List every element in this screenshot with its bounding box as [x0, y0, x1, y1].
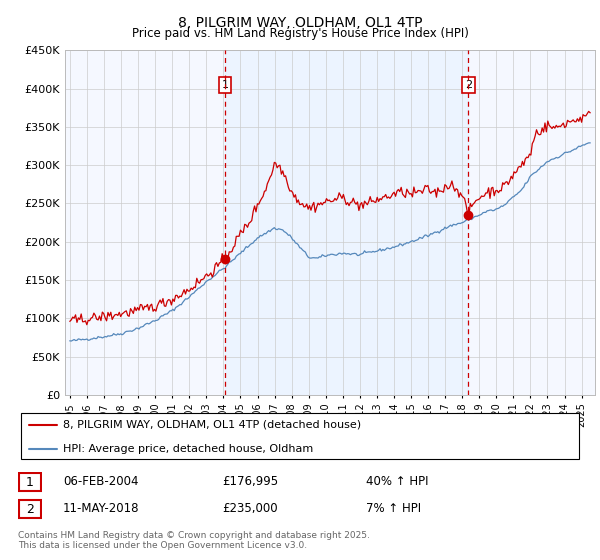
Text: 11-MAY-2018: 11-MAY-2018 [63, 502, 139, 515]
Text: 06-FEB-2004: 06-FEB-2004 [63, 475, 139, 488]
Text: HPI: Average price, detached house, Oldham: HPI: Average price, detached house, Oldh… [63, 444, 313, 454]
FancyBboxPatch shape [19, 473, 41, 491]
FancyBboxPatch shape [19, 500, 41, 518]
Text: 40% ↑ HPI: 40% ↑ HPI [366, 475, 428, 488]
Text: Price paid vs. HM Land Registry's House Price Index (HPI): Price paid vs. HM Land Registry's House … [131, 27, 469, 40]
Text: £176,995: £176,995 [222, 475, 278, 488]
Text: 8, PILGRIM WAY, OLDHAM, OL1 4TP: 8, PILGRIM WAY, OLDHAM, OL1 4TP [178, 16, 422, 30]
Text: 1: 1 [221, 80, 229, 90]
Text: 7% ↑ HPI: 7% ↑ HPI [366, 502, 421, 515]
Text: Contains HM Land Registry data © Crown copyright and database right 2025.
This d: Contains HM Land Registry data © Crown c… [18, 531, 370, 550]
Text: 2: 2 [26, 502, 34, 516]
Text: £235,000: £235,000 [222, 502, 278, 515]
Text: 8, PILGRIM WAY, OLDHAM, OL1 4TP (detached house): 8, PILGRIM WAY, OLDHAM, OL1 4TP (detache… [63, 420, 361, 430]
Bar [225, 50, 469, 395]
FancyBboxPatch shape [21, 413, 579, 459]
Text: 1: 1 [26, 475, 34, 489]
Text: 2: 2 [465, 80, 472, 90]
